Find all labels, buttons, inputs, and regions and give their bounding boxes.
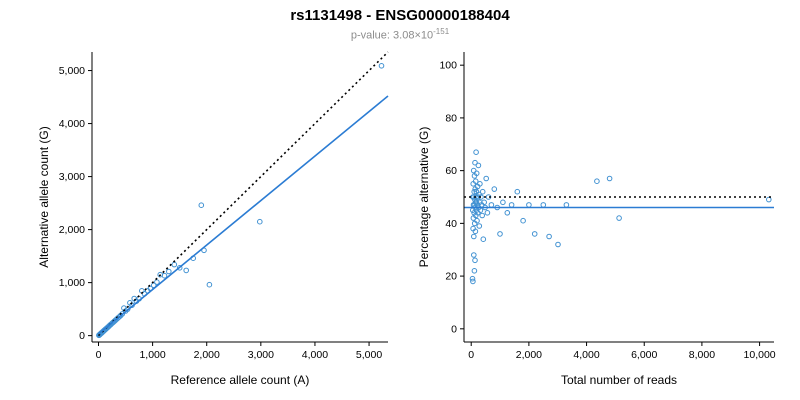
regression-line [97,95,389,335]
y-tick-label: 4,000 [59,118,85,130]
data-point [531,230,538,237]
data-point [483,175,489,181]
x-tick-label: 3,000 [248,349,274,361]
data-point [616,214,622,221]
x-tick-label: 5,000 [356,349,382,361]
data-point [508,201,515,208]
data-point [491,185,498,192]
x-axis-title: Reference allele count (A) [171,373,310,387]
data-point [472,257,478,263]
data-point [480,236,487,242]
data-point [176,264,183,271]
x-tick-label: 4,000 [302,349,328,361]
percentage-reads-scatter-plot: 0 2,000 4,000 6,000 8,000 10,000 0 20 40 60 80 100 T… [417,51,776,387]
data-point [166,268,172,274]
plots-row: 0 1,000 2,000 3,000 4,000 5,000 0 1,000 2,000 3,0… [0,44,800,392]
data-point [476,222,483,229]
data-point [497,230,503,237]
data-point [473,199,480,205]
data-point [540,201,547,208]
y-tick-label: 0 [79,330,85,342]
y-tick-label: 2,000 [59,224,85,236]
data-point [477,180,483,187]
pvalue-exponent: -151 [433,27,450,36]
data-point [500,199,506,205]
data-point [471,188,477,195]
pvalue-label: p-value: [350,29,394,42]
data-point [526,201,532,208]
data-point [471,233,477,239]
data-point [479,188,486,195]
data-point [479,212,485,218]
data-point [481,199,487,205]
x-tick-label: 6,000 [631,349,657,361]
chart-header: rs1131498 - ENSG00000188404 p-value: 3.0… [0,0,800,42]
data-point [606,175,613,181]
data-point [766,196,772,203]
allele-count-scatter-plot: 0 1,000 2,000 3,000 4,000 5,000 0 1,000 2,000 3,0… [37,51,389,387]
data-point [470,167,477,174]
data-point [484,209,491,216]
chart-subtitle: p-value: 3.08×10-151 [0,27,800,42]
data-point [469,275,476,282]
data-point [472,178,479,184]
data-point [478,193,484,200]
data-point [470,278,476,284]
data-point [520,217,526,224]
y-tick-label: 1,000 [59,277,85,289]
pvalue-base: 3.08×10 [393,29,434,42]
x-tick-label: 2,000 [516,349,542,361]
y-tick-label: 100 [439,59,457,71]
data-point [206,281,213,288]
data-point [171,261,178,268]
y-tick-label: 80 [445,112,457,124]
data-point [594,178,600,184]
x-tick-label: 10,000 [744,349,776,361]
data-point [475,162,482,168]
x-axis-title: Total number of reads [561,373,677,387]
data-point [378,62,385,69]
y-tick-label: 40 [445,218,457,230]
chart-title: rs1131498 - ENSG00000188404 [290,7,510,24]
data-point [504,209,511,216]
x-tick-label: 2,000 [194,349,220,361]
data-point [161,272,168,279]
data-point [473,149,479,155]
data-point [546,233,552,239]
y-axis-title: Percentage alternative (G) [417,126,431,267]
y-tick-label: 5,000 [59,65,85,77]
data-point [471,251,477,258]
x-tick-label: 0 [96,349,102,361]
data-point [514,188,521,195]
data-point [555,241,561,247]
x-tick-label: 0 [468,349,474,361]
x-tick-label: 1,000 [139,349,165,361]
x-tick-label: 4,000 [573,349,599,361]
data-point [257,218,263,225]
data-point [474,217,480,224]
data-point [472,159,478,166]
data-point [488,201,495,208]
y-tick-label: 0 [451,323,457,335]
y-tick-label: 3,000 [59,171,85,183]
data-point [198,202,205,208]
data-point [472,228,479,234]
data-point [473,170,480,176]
y-tick-label: 60 [445,165,457,177]
x-tick-label: 8,000 [689,349,715,361]
data-point [183,267,189,273]
data-point [154,278,160,285]
data-point [563,201,570,208]
data-point [471,267,478,274]
y-tick-label: 20 [445,270,457,282]
identity-line [97,51,389,336]
y-axis-title: Alternative allele count (G) [37,126,51,267]
